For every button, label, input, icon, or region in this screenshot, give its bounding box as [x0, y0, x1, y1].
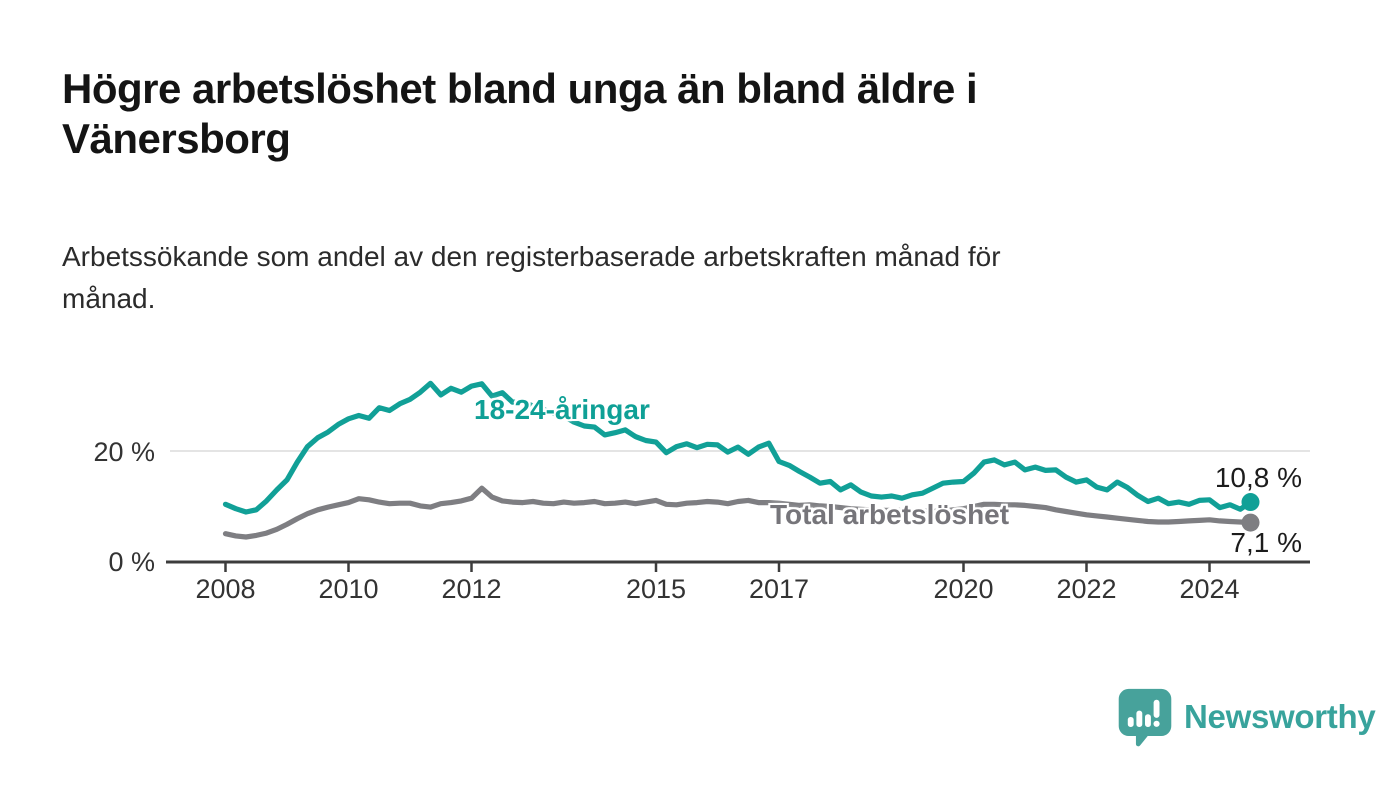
series-label-young: 18-24-åringar: [474, 394, 650, 425]
chart-subtitle: Arbetssökande som andel av den registerb…: [62, 241, 1001, 314]
end-value-label-young: 10,8 %: [1214, 462, 1302, 493]
series-line: [222, 485, 1254, 540]
x-tick-label: 2017: [749, 574, 809, 604]
x-tick-label: 2010: [318, 574, 378, 604]
x-tick-label: 2015: [626, 574, 686, 604]
x-tick-label: 2012: [441, 574, 501, 604]
y-tick-label: 0 %: [108, 547, 155, 577]
series-line: [222, 380, 1254, 515]
end-value-label-total: 7,1 %: [1230, 527, 1302, 558]
x-tick-label: 2020: [933, 574, 993, 604]
x-tick-label: 2024: [1179, 574, 1239, 604]
page-title: Högre arbetslöshet bland unga än bland ä…: [62, 65, 978, 163]
y-tick-label: 20 %: [93, 437, 155, 467]
series-end-dot: [1241, 493, 1260, 512]
x-tick-label: 2022: [1056, 574, 1116, 604]
newsworthy-logo-icon: [1118, 688, 1172, 747]
x-tick-label: 2008: [195, 574, 255, 604]
series-end-dot: [1241, 513, 1260, 532]
brand-name: Newsworthy: [1184, 698, 1376, 735]
newsworthy-logo: Newsworthy: [1116, 685, 1376, 749]
series-label-total: Total arbetslöshet: [770, 499, 1010, 530]
